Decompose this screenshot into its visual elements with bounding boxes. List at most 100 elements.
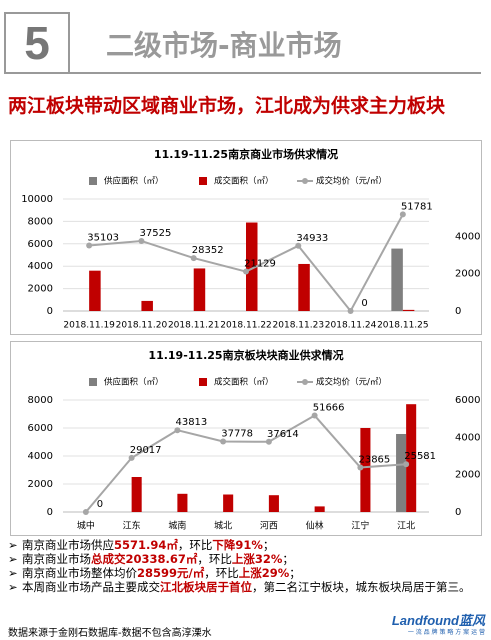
line-point [403,461,410,468]
data-label: 23865 [358,454,390,465]
line-point [190,255,197,262]
x-tick-label: 城北 [214,521,232,532]
bar [406,404,417,512]
bar [360,428,371,512]
y-tick-label: 4000 [28,261,53,272]
data-label: 28352 [192,245,224,256]
y-tick-label: 8000 [28,216,53,227]
y2-tick-label: 20000 [455,470,481,481]
y-tick-label: 2000 [28,284,53,295]
line-point [174,427,181,434]
line-point [311,412,318,419]
bullet-text: 江北板块居于首位 [160,580,252,594]
line-point [128,454,135,461]
legend-swatch [89,378,97,386]
bullet-text: ，环比 [197,552,232,566]
y2-tick-label: 0 [455,306,461,317]
bar [131,477,142,512]
bullet-text: ； [289,566,301,580]
rule [70,72,481,74]
bullet: 南京商业市场整体均价28599元/㎡，环比上涨29%； [8,566,478,580]
line-point [399,211,406,218]
bullet-text: ； [282,552,294,566]
line-point [220,438,227,445]
bullet: 本周商业市场产品主要成交江北板块居于首位，第二名江宁板块，城东板块局居于第三。 [8,580,478,594]
bar [268,495,279,512]
data-label: 34933 [296,233,328,244]
bar [141,300,153,311]
bullet-text: 本周商业市场产品主要成交 [22,580,160,594]
bar [89,270,101,311]
bullet: 南京商业市场总成交20338.67㎡，环比上涨32%； [8,552,478,566]
legend-swatch [89,177,97,185]
legend-swatch [199,177,207,185]
legend-swatch [302,379,308,385]
bullet-text: ，环比 [204,566,239,580]
bar [193,268,206,311]
data-label: 37778 [221,428,253,439]
line-point [82,509,89,515]
bar [223,494,234,512]
legend-swatch [302,178,308,184]
bullet-text: 下降91% [212,538,263,552]
bullet-text: ，第二名江宁板块，城东板块局居于第三。 [252,580,471,594]
data-label: 37525 [140,228,172,239]
data-label: 35103 [87,232,119,243]
data-label: 21129 [244,259,276,270]
data-label: 0 [361,298,367,309]
x-tick-label: 城南 [168,520,186,532]
line-point [138,237,145,244]
headline: 两江板块带动区域商业市场，江北成为供求主力板块 [8,95,446,117]
y2-tick-label: 0 [455,507,461,518]
x-tick-label: 河西 [260,520,278,532]
data-label: 37614 [267,429,299,440]
line-point [347,308,354,314]
bullet-text: 总成交20338.67㎡ [91,552,198,566]
data-label: 29017 [130,445,162,456]
y-tick-label: 6000 [28,239,53,250]
y-tick-label: 8000 [28,395,53,406]
y2-tick-label: 60000 [455,395,481,406]
x-tick-label: 仙林 [306,520,324,532]
line-point [265,438,272,445]
x-tick-label: 2018.11.23 [273,321,325,331]
bar [391,248,403,311]
x-tick-label: 2018.11.22 [220,321,272,331]
line-point [86,242,93,249]
y2-tick-label: 40000 [455,231,481,242]
y-tick-label: 2000 [28,479,53,490]
bullet-list: 南京商业市场供应5571.94㎡，环比下降91%；南京商业市场总成交20338.… [8,538,478,594]
x-tick-label: 2018.11.19 [63,321,115,331]
x-tick-label: 江宁 [351,520,369,532]
line-point [295,242,302,249]
bar [177,493,188,512]
y2-tick-label: 40000 [455,432,481,443]
section-number: 5 [4,12,70,74]
x-tick-label: 2018.11.20 [116,321,168,331]
y2-tick-label: 20000 [455,269,481,280]
y-tick-label: 0 [47,306,53,317]
legend-label: 成交均价（元/㎡） [316,176,387,187]
y-tick-label: 6000 [28,423,53,434]
x-tick-label: 城中 [77,520,95,532]
bullet-text: ，环比 [177,538,213,552]
data-label: 51666 [313,403,345,414]
bullet-text: 上涨32% [231,552,283,566]
y-tick-label: 0 [47,507,53,518]
bullet-text: 南京商业市场供应 [22,538,114,552]
x-tick-label: 2018.11.25 [377,321,429,331]
chart-box: 11.19-11.25南京商业市场供求情况 供应面积（㎡） 成交面积（㎡） 成交均价（… [10,140,487,335]
line-point [357,464,364,471]
slogan: 一 流 品 牌 策 略 方 案 运 营 [407,629,485,636]
x-tick-label: 2018.11.21 [168,321,220,331]
bullet-text: 南京商业市场 [22,552,91,566]
bullet-text: 上涨29% [238,566,290,580]
bar [396,433,407,512]
x-tick-label: 2018.11.24 [325,321,377,331]
data-label: 43813 [175,417,207,428]
data-label: 51781 [401,201,433,212]
logo: Landfound蓝风 [391,613,485,628]
